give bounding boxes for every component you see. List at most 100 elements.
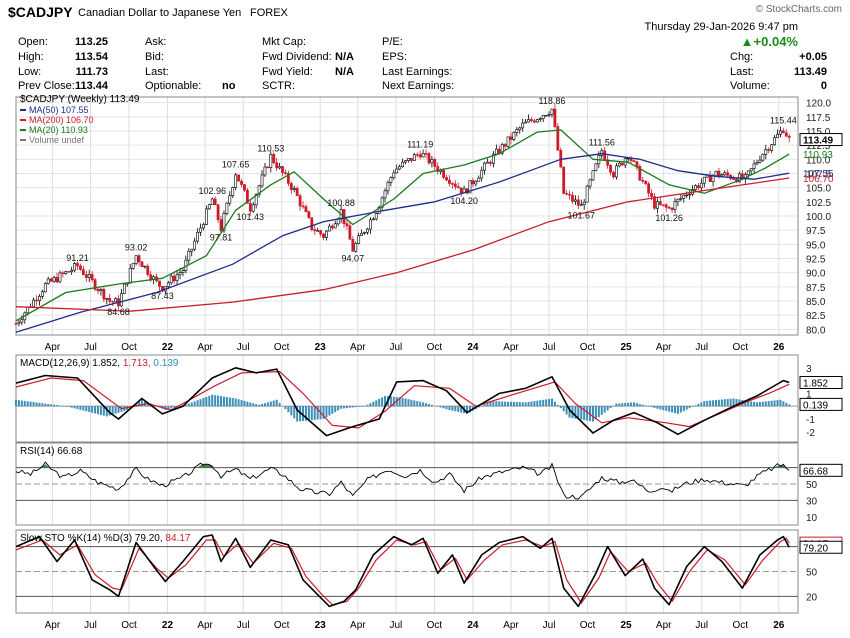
candle-body <box>52 277 56 282</box>
quote-value: no <box>222 80 236 92</box>
x-tick-label: Oct <box>121 620 137 631</box>
quote-label: Mkt Cap: <box>262 36 306 48</box>
macd-histogram-bar <box>70 406 73 408</box>
macd-histogram-bar <box>290 406 293 416</box>
macd-histogram-bar <box>328 406 331 416</box>
macd-histogram-bar <box>627 402 630 407</box>
candle-body <box>500 144 504 154</box>
candle-body <box>213 198 217 206</box>
macd-histogram-bar <box>586 406 589 421</box>
price-panel-frame <box>15 96 799 336</box>
macd-histogram-bar <box>263 403 266 407</box>
macd-histogram-bar <box>275 399 278 407</box>
quote-label: Fwd Yield: <box>262 66 313 78</box>
candle-body <box>76 263 79 267</box>
macd-histogram-bar <box>483 404 486 407</box>
candle-body <box>17 321 21 325</box>
candles <box>14 104 791 327</box>
candle-body <box>143 265 147 268</box>
candle-body <box>653 196 656 209</box>
macd-last-tag: 0.139 <box>803 400 828 411</box>
macd-histogram-bar <box>258 404 261 407</box>
macd-last-tag: 1.852 <box>803 378 828 389</box>
macd-histogram-bar <box>369 403 372 407</box>
candle-body <box>427 153 431 164</box>
macd-histogram-bar <box>735 398 738 407</box>
price-annotation: 107.65 <box>222 160 250 170</box>
candle-body <box>386 182 390 192</box>
candle-body <box>477 177 481 182</box>
macd-histogram-bar <box>269 401 272 407</box>
price-x-tick-label: Jul <box>390 342 403 353</box>
x-tick-label: Oct <box>732 620 748 631</box>
macd-histogram-bar <box>187 403 190 407</box>
candle-body <box>234 174 238 188</box>
candle-body <box>363 231 366 234</box>
macd-histogram-bar <box>618 403 621 407</box>
macd-histogram-bar <box>360 406 363 407</box>
candle-body <box>216 204 220 220</box>
candle-body <box>298 195 302 207</box>
macd-histogram-bar <box>299 406 302 422</box>
price-annotation: 100.88 <box>327 198 355 208</box>
macd-histogram-bar <box>228 397 231 407</box>
candle-body <box>764 149 768 155</box>
macd-histogram-bar <box>691 406 694 407</box>
candle-body <box>456 186 460 189</box>
candle-body <box>714 170 718 176</box>
rsi-last-tag: 66.68 <box>803 466 828 477</box>
macd-histogram-bar <box>146 402 149 407</box>
macd-histogram-bar <box>117 406 120 413</box>
macd-histogram-bar <box>401 397 404 407</box>
macd-histogram-bar <box>44 403 47 407</box>
price-x-tick-label: Apr <box>45 342 61 353</box>
candle-body <box>445 177 448 181</box>
macd-histogram-bar <box>550 398 553 407</box>
macd-histogram-bar <box>770 400 773 407</box>
price-last-tag: 113.49 <box>803 136 833 147</box>
price-y-tick: 105.0 <box>806 184 831 195</box>
price-annotation: 87.43 <box>151 291 174 301</box>
candle-body <box>90 274 94 280</box>
macd-histogram-bar <box>348 406 351 408</box>
macd-histogram-bar <box>577 406 580 420</box>
candle-body <box>574 199 577 202</box>
candle-body <box>131 263 135 269</box>
candle-body <box>84 274 88 278</box>
price-y-tick: 102.5 <box>806 198 831 209</box>
macd-histogram-bar <box>501 401 504 407</box>
x-tick-label: Jul <box>390 620 403 631</box>
candle-body <box>257 185 261 195</box>
price-x-tick-label: Jul <box>543 342 556 353</box>
candle-body <box>459 187 463 194</box>
rsi-y-tick: 10 <box>806 513 818 524</box>
macd-histogram-bar <box>773 400 776 407</box>
macd-histogram-bar <box>542 399 545 407</box>
ma-line <box>15 153 790 333</box>
candle-body <box>181 270 185 273</box>
price-y-tick: 85.0 <box>806 297 826 308</box>
sto-last-tag: 79.20 <box>803 543 828 554</box>
macd-signal-line <box>15 371 790 429</box>
x-tick-label: 22 <box>162 620 174 631</box>
macd-histogram-bar <box>363 406 366 407</box>
candle-body <box>530 119 533 122</box>
x-tick-label: 23 <box>315 620 327 631</box>
sto-last-tag-box <box>799 540 843 554</box>
price-annotation: 94.07 <box>342 254 365 264</box>
macd-histogram-bar <box>755 402 758 407</box>
candle-body <box>175 274 179 282</box>
macd-histogram-bar <box>597 406 600 418</box>
macd-histogram-bar <box>261 404 264 407</box>
macd-histogram-bar <box>703 401 706 407</box>
macd-histogram-bar <box>111 406 114 415</box>
macd-histogram-bar <box>477 406 480 408</box>
candle-body <box>149 274 153 280</box>
candle-body <box>512 132 516 140</box>
macd-histogram-bar <box>67 406 70 407</box>
sto-k-line <box>15 534 790 608</box>
quote-label: Next Earnings: <box>382 80 454 92</box>
price-x-tick-label: Oct <box>274 342 290 353</box>
candle-body <box>421 153 425 158</box>
candle-body <box>702 176 706 184</box>
